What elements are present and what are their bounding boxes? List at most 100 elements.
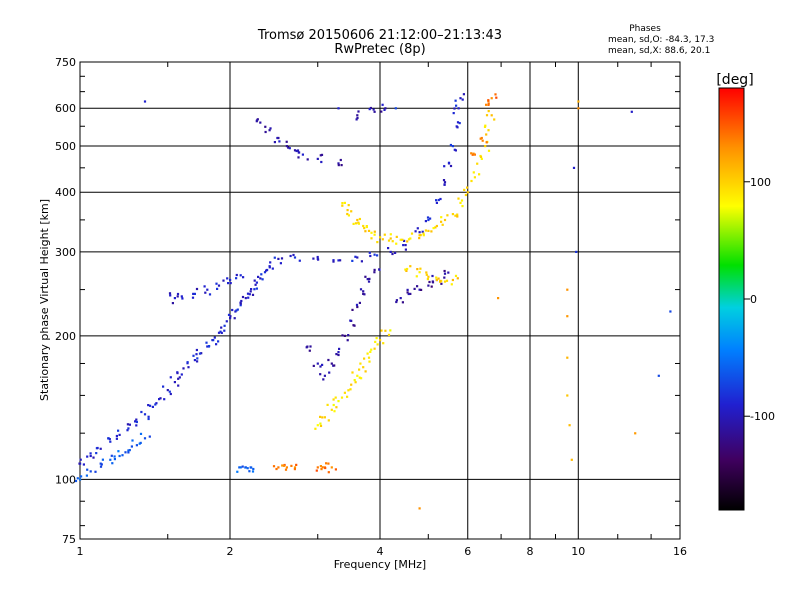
data-point [147,404,150,407]
data-point [458,122,461,125]
data-point [285,140,288,143]
data-point [268,129,271,132]
data-point [454,214,457,217]
data-point [89,452,92,455]
data-point [456,213,459,216]
data-point [416,268,419,271]
data-point [381,238,384,241]
data-point [427,218,430,222]
data-point [356,305,359,309]
data-point [229,282,232,285]
data-point [340,164,343,167]
data-point [206,345,209,348]
data-point [335,406,338,409]
data-point [418,288,421,291]
data-point [158,398,161,401]
data-point [394,107,397,110]
data-point [337,164,340,167]
data-point [283,464,286,467]
data-point [251,293,255,296]
data-point [456,121,460,124]
x-tick-label: 8 [527,545,534,558]
colorbar-tick-label: 100 [750,176,771,189]
data-point [487,110,490,113]
data-point [215,282,218,285]
data-point [473,176,476,179]
data-point [355,118,358,121]
data-point [343,201,346,204]
data-point [466,186,469,189]
data-point [127,451,130,454]
data-point [379,236,382,239]
data-point [372,108,375,111]
phase-info-o: mean, sd,O: -84.3, 17.3 [608,35,714,45]
data-point [155,402,158,405]
data-point [301,153,304,156]
data-point [453,148,456,151]
data-point [339,259,342,262]
y-tick-label: 500 [55,140,76,153]
data-point [441,223,444,226]
data-point [96,446,99,450]
data-point [389,329,392,332]
data-point [271,267,274,270]
phase-info-title: Phases [629,24,661,34]
data-point [479,137,482,140]
data-point [334,396,337,399]
data-point [409,292,412,295]
data-point [395,300,398,304]
data-point [306,158,309,161]
data-point [206,288,209,291]
data-point [320,468,323,471]
y-tick-label: 750 [55,56,76,69]
data-point [239,304,242,307]
data-point [263,271,267,274]
data-point [196,357,199,360]
data-point [316,424,319,427]
data-point [339,158,342,162]
data-point [324,466,327,470]
data-point [322,378,325,381]
data-point [241,465,244,468]
data-point [566,394,569,397]
data-point [369,254,372,258]
data-point [134,420,137,423]
data-point [208,293,212,296]
data-point [570,458,573,461]
data-point [229,317,232,320]
data-point [399,238,402,241]
data-point [416,227,419,230]
data-point [350,383,353,386]
data-point [466,191,469,194]
data-point [362,224,365,228]
data-point [320,160,323,164]
data-point [356,218,359,222]
data-point [233,317,236,320]
data-point [290,464,293,467]
data-point [434,226,437,229]
data-point [370,348,373,351]
data-point [94,470,97,473]
data-point [367,229,371,232]
data-point [109,458,112,461]
data-point [332,259,335,262]
data-point [483,125,487,128]
data-point [457,107,460,110]
grid-lines [80,62,680,539]
data-point [357,110,360,113]
data-point [437,198,440,202]
data-point [449,143,452,147]
data-point [337,351,340,354]
data-point [356,116,359,120]
data-point [327,358,330,362]
colorbar-tick-label: 0 [750,293,757,306]
data-point [362,290,365,293]
data-point [127,427,130,430]
data-point [135,424,138,427]
data-point [494,93,497,96]
data-point [446,214,449,217]
data-point [330,362,333,365]
data-point [186,361,189,364]
data-point [476,162,479,165]
